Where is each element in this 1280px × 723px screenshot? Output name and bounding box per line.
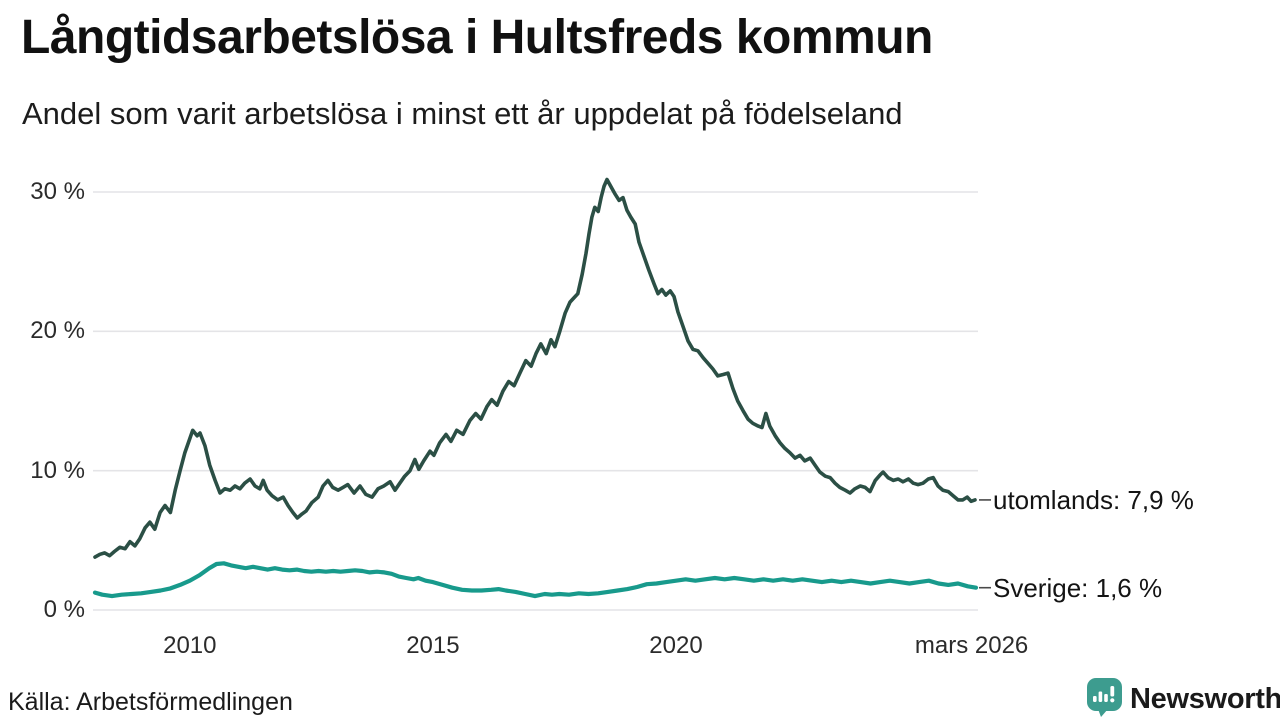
newsworthy-wordmark: Newsworthy: [1130, 683, 1280, 715]
source-note: Källa: Arbetsförmedlingen: [8, 688, 293, 716]
page-subtitle: Andel som varit arbetslösa i minst ett å…: [22, 96, 903, 131]
newsworthy-logo: Newsworthy: [1086, 676, 1280, 723]
series-label-utomlands: utomlands: 7,9 %: [993, 484, 1194, 515]
x-tick-2010: 2010: [163, 632, 217, 659]
y-tick-0: 0 %: [43, 596, 85, 623]
y-tick-30: 30 %: [30, 178, 85, 205]
x-tick-2015: 2015: [406, 632, 460, 659]
series-label-sverige: Sverige: 1,6 %: [993, 572, 1163, 603]
x-tick-2020: 2020: [649, 632, 703, 659]
newsworthy-logo-icon: [1086, 676, 1123, 723]
y-tick-20: 20 %: [30, 317, 85, 345]
y-tick-10: 10 %: [30, 456, 85, 484]
series-line-sverige: [92, 561, 979, 599]
page-title: Långtidsarbetslösa i Hultsfreds kommun: [21, 11, 933, 64]
x-tick-mars-2026: mars 2026: [914, 632, 1029, 659]
series-line-utomlands: [93, 177, 977, 559]
